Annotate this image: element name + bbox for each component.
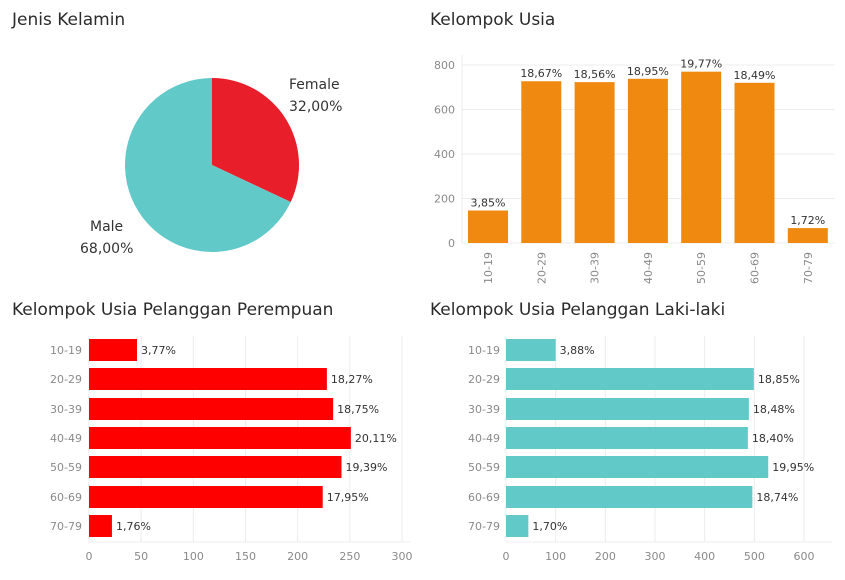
age-bar <box>734 82 775 243</box>
pie-label-male: Male <box>90 219 123 235</box>
x-tick-label: 60-69 <box>749 252 762 284</box>
y-tick-label: 200 <box>434 193 455 206</box>
x-tick-label: 100 <box>545 550 566 563</box>
female-age-category-label: 60-69 <box>50 491 82 504</box>
female-age-bar-label: 17,95% <box>327 491 369 504</box>
age-bar-label: 18,95% <box>627 65 669 78</box>
age-bar-label: 3,85% <box>471 197 506 210</box>
female-age-category-label: 20-29 <box>50 373 82 386</box>
x-tick-label: 200 <box>287 550 308 563</box>
x-tick-label: 10-19 <box>482 252 495 284</box>
male-age-category-label: 40-49 <box>468 432 500 445</box>
male-age-bar <box>506 339 556 361</box>
female-age-bar-label: 18,27% <box>331 373 373 386</box>
age-bar <box>787 228 828 243</box>
female-age-bar <box>89 486 323 508</box>
male-age-bar-label: 18,85% <box>758 373 800 386</box>
male-age-bar-label: 18,40% <box>752 432 794 445</box>
female-age-bar <box>89 427 351 449</box>
x-tick-label: 50 <box>134 550 148 563</box>
x-tick-label: 600 <box>794 550 815 563</box>
age-bar-label: 1,72% <box>790 214 825 227</box>
male-age-bar <box>506 368 754 390</box>
age-bar-label: 18,49% <box>734 69 776 82</box>
female-age-category-label: 70-79 <box>50 520 82 533</box>
female-age-category-label: 30-39 <box>50 403 82 416</box>
female-age-bar-label: 19,39% <box>345 461 387 474</box>
male-age-bar <box>506 456 769 478</box>
x-tick-label: 30-39 <box>589 252 602 284</box>
y-tick-label: 400 <box>434 148 455 161</box>
pie-slice-male <box>124 78 291 252</box>
x-tick-label: 0 <box>86 550 93 563</box>
age-bar <box>681 71 722 243</box>
male-age-bar-label: 3,88% <box>560 344 595 357</box>
female-age-bar <box>89 456 342 478</box>
male-age-chart-title: Kelompok Usia Pelanggan Laki-laki <box>430 300 726 320</box>
x-tick-label: 50-59 <box>695 252 708 284</box>
age-bar <box>521 81 562 244</box>
x-tick-label: 300 <box>392 550 413 563</box>
y-tick-label: 600 <box>434 104 455 117</box>
x-tick-label: 250 <box>339 550 360 563</box>
age-bar-label: 18,67% <box>520 67 562 80</box>
male-age-category-label: 30-39 <box>468 403 500 416</box>
age-bar-label: 18,56% <box>574 68 616 81</box>
male-age-bar-label: 18,48% <box>753 403 795 416</box>
male-age-bar <box>506 427 748 449</box>
female-age-category-label: 50-59 <box>50 461 82 474</box>
male-age-bar-label: 1,70% <box>532 520 567 533</box>
female-age-bar-label: 3,77% <box>141 344 176 357</box>
male-age-category-label: 20-29 <box>468 373 500 386</box>
female-age-bar <box>89 368 327 390</box>
age-bar <box>468 210 508 243</box>
age-bar <box>574 82 615 243</box>
female-age-bar <box>89 515 112 537</box>
female-age-bar-label: 1,76% <box>116 520 151 533</box>
male-age-bar-label: 19,95% <box>772 461 814 474</box>
x-tick-label: 100 <box>183 550 204 563</box>
x-tick-label: 500 <box>744 550 765 563</box>
x-tick-label: 300 <box>645 550 666 563</box>
x-tick-label: 20-29 <box>535 252 548 284</box>
pie-label-female: Female <box>289 77 340 93</box>
x-tick-label: 200 <box>595 550 616 563</box>
age-bar-label: 19,77% <box>680 58 722 71</box>
x-tick-label: 400 <box>694 550 715 563</box>
female-age-category-label: 40-49 <box>50 432 82 445</box>
x-tick-label: 150 <box>235 550 256 563</box>
male-age-category-label: 60-69 <box>468 491 500 504</box>
age-bar <box>627 78 668 243</box>
y-tick-label: 800 <box>434 59 455 72</box>
pie-value-female: 32,00% <box>289 99 342 115</box>
male-age-bar <box>506 398 749 420</box>
pie-chart-title: Jenis Kelamin <box>12 10 126 30</box>
female-age-bar-label: 18,75% <box>337 403 379 416</box>
pie-slice-female <box>212 78 299 203</box>
female-age-bar <box>89 398 334 420</box>
male-age-bar <box>506 486 753 508</box>
x-tick-label: 70-79 <box>802 252 815 284</box>
male-age-bar-label: 18,74% <box>756 491 798 504</box>
female-age-bar-label: 20,11% <box>355 432 397 445</box>
y-tick-label: 0 <box>448 237 455 250</box>
female-age-category-label: 10-19 <box>50 344 82 357</box>
male-age-bar <box>506 515 529 537</box>
x-tick-label: 40-49 <box>642 252 655 284</box>
female-age-bar <box>89 339 137 361</box>
female-age-chart-title: Kelompok Usia Pelanggan Perempuan <box>12 300 334 320</box>
male-age-category-label: 70-79 <box>468 520 500 533</box>
male-age-category-label: 10-19 <box>468 344 500 357</box>
pie-value-male: 68,00% <box>80 241 133 257</box>
male-age-category-label: 50-59 <box>468 461 500 474</box>
x-tick-label: 0 <box>503 550 510 563</box>
age-chart-title: Kelompok Usia <box>430 10 556 30</box>
